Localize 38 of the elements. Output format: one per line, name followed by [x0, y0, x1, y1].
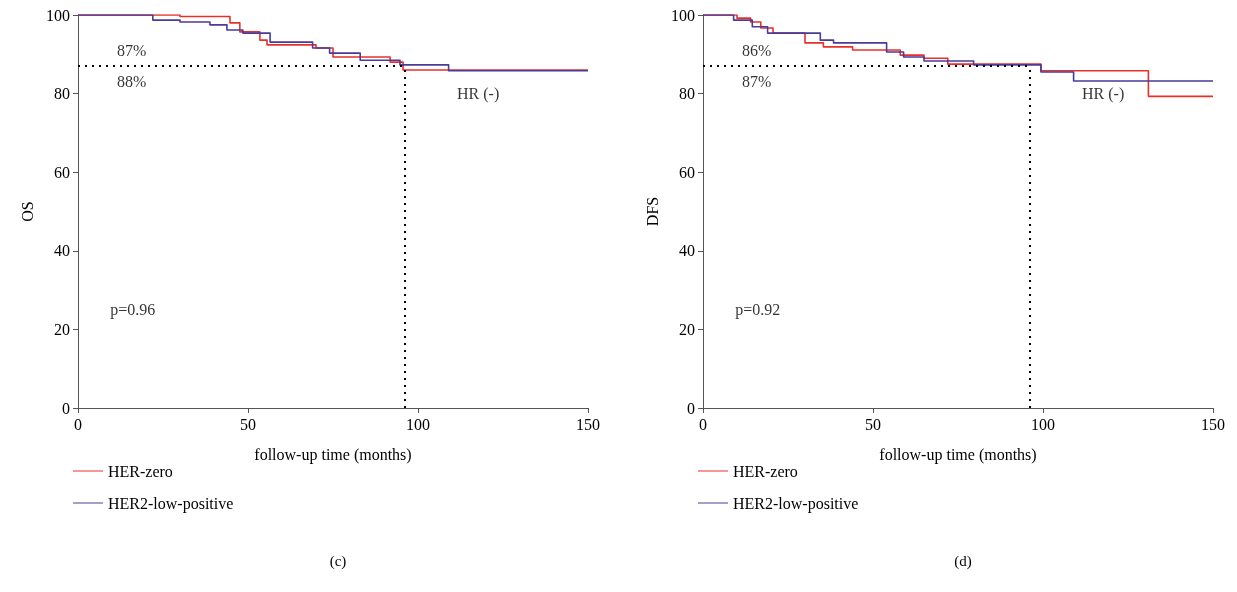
annotation: HR (-) — [1082, 85, 1125, 104]
annotation: 88% — [117, 73, 147, 91]
y-axis-title: OS — [18, 201, 36, 222]
y-tick-label: 0 — [62, 399, 70, 417]
x-tick-label: 0 — [74, 415, 82, 433]
annotation: p=0.92 — [735, 301, 781, 320]
x-tick-label: 150 — [1201, 415, 1225, 433]
x-tick-label: 50 — [865, 415, 881, 433]
y-tick-label: 40 — [54, 242, 70, 260]
x-tick-label: 150 — [576, 415, 600, 433]
annotation: p=0.96 — [110, 301, 156, 320]
y-axis-title: DFS — [643, 196, 661, 227]
annotation: 87% — [742, 73, 772, 91]
annotation: 86% — [742, 41, 772, 59]
annotation: 87% — [117, 41, 147, 59]
y-tick-label: 60 — [679, 163, 695, 181]
text: (d) — [954, 552, 972, 570]
x-axis-title: follow-up time (months) — [879, 445, 1037, 464]
y-tick-label: 40 — [679, 242, 695, 260]
x-axis-title: follow-up time (months) — [254, 445, 412, 464]
y-tick-label: 60 — [54, 163, 70, 181]
y-tick-label: 100 — [46, 6, 70, 24]
text: (c) — [329, 552, 347, 570]
y-tick-label: 100 — [671, 6, 695, 24]
x-tick-label: 50 — [240, 415, 256, 433]
y-tick-label: 20 — [54, 320, 70, 338]
x-tick-label: 0 — [699, 415, 707, 433]
y-tick-label: 0 — [687, 399, 695, 417]
y-tick-label: 80 — [679, 85, 695, 103]
y-tick-label: 20 — [679, 320, 695, 338]
legend-label: HER-zero — [108, 462, 173, 480]
legend-label: HER2-low-positive — [108, 494, 234, 513]
y-tick-label: 80 — [54, 85, 70, 103]
x-tick-label: 100 — [1031, 415, 1055, 433]
annotation: HR (-) — [457, 85, 500, 104]
x-tick-label: 100 — [406, 415, 430, 433]
legend-label: HER-zero — [733, 462, 798, 480]
legend-label: HER2-low-positive — [733, 494, 859, 513]
